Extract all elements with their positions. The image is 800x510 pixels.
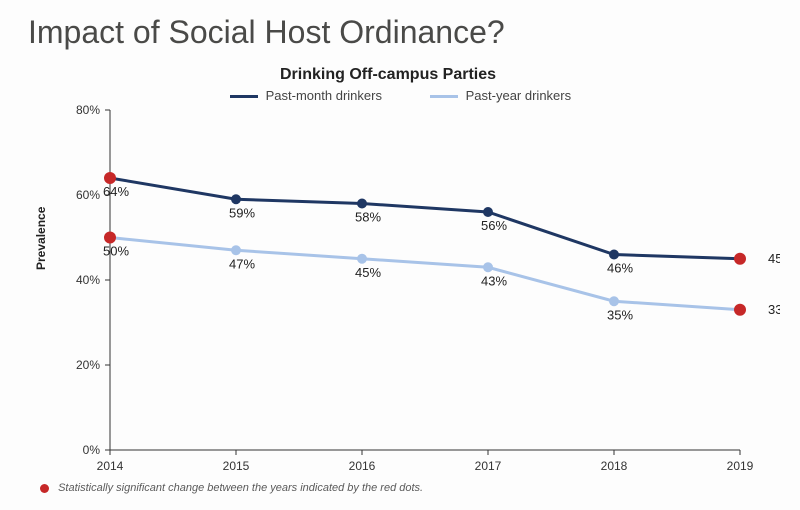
- svg-text:58%: 58%: [355, 210, 381, 225]
- page-title: Impact of Social Host Ordinance?: [28, 14, 505, 51]
- footnote: Statistically significant change between…: [40, 482, 423, 494]
- svg-text:45%: 45%: [355, 265, 381, 280]
- footnote-text: Statistically significant change between…: [58, 482, 423, 494]
- svg-text:35%: 35%: [607, 307, 633, 322]
- svg-text:45%: 45%: [768, 251, 780, 266]
- svg-text:40%: 40%: [76, 273, 100, 287]
- svg-text:64%: 64%: [103, 184, 129, 199]
- svg-text:56%: 56%: [481, 218, 507, 233]
- svg-text:80%: 80%: [76, 103, 100, 117]
- svg-text:2015: 2015: [223, 459, 250, 473]
- line-chart: Drinking Off-campus Parties Past-month d…: [40, 70, 780, 470]
- svg-text:2017: 2017: [475, 459, 502, 473]
- svg-text:59%: 59%: [229, 205, 255, 220]
- svg-text:2018: 2018: [601, 459, 628, 473]
- svg-text:46%: 46%: [607, 261, 633, 276]
- svg-text:0%: 0%: [83, 443, 101, 457]
- svg-text:2019: 2019: [727, 459, 754, 473]
- significance-dot-icon: [40, 484, 49, 493]
- svg-text:50%: 50%: [103, 244, 129, 259]
- svg-text:2016: 2016: [349, 459, 376, 473]
- svg-text:47%: 47%: [229, 256, 255, 271]
- svg-text:33%: 33%: [768, 302, 780, 317]
- svg-text:60%: 60%: [76, 188, 100, 202]
- svg-text:20%: 20%: [76, 358, 100, 372]
- chart-svg: 0% 20% 40% 60% 80% 2014 2015 2016 2017 2018 2019 64…: [40, 70, 780, 480]
- svg-text:2014: 2014: [97, 459, 124, 473]
- svg-text:43%: 43%: [481, 273, 507, 288]
